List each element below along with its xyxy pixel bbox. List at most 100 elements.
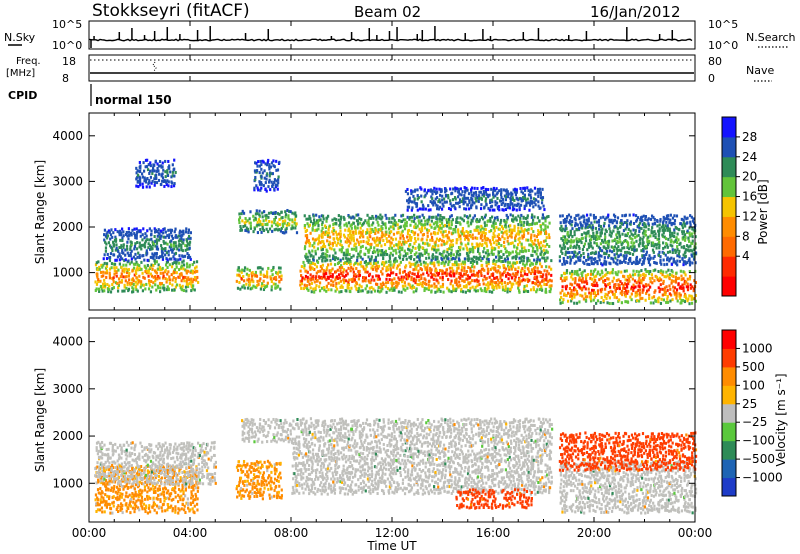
power-cell <box>596 230 599 234</box>
power-cell <box>441 233 444 237</box>
power-cell <box>341 266 344 270</box>
power-cell <box>377 228 380 232</box>
power-cell <box>653 260 656 264</box>
power-cell <box>185 262 189 266</box>
power-cell <box>519 216 522 220</box>
power-cell <box>447 217 451 221</box>
colorbar-swatch <box>722 136 736 158</box>
power-cell <box>333 222 336 226</box>
power-cell <box>637 288 640 292</box>
power-cell <box>252 280 255 284</box>
power-cell <box>320 223 324 227</box>
power-cell <box>155 240 158 244</box>
power-cell <box>162 235 165 239</box>
power-cell <box>604 241 607 245</box>
power-cell <box>659 260 662 264</box>
power-cell <box>523 264 526 268</box>
power-cell <box>676 232 679 236</box>
power-cell <box>445 220 449 224</box>
power-cell <box>679 296 682 300</box>
power-cell <box>601 227 604 231</box>
power-cell <box>349 262 352 266</box>
power-cell <box>482 189 485 193</box>
power-cell <box>236 273 239 277</box>
power-cell <box>388 239 391 243</box>
power-cell <box>435 217 438 221</box>
power-cell <box>635 269 638 273</box>
power-cell <box>490 282 494 286</box>
power-cell <box>455 187 459 191</box>
power-cell <box>285 223 289 227</box>
power-cell <box>545 243 549 247</box>
power-cell <box>188 265 191 269</box>
power-cell <box>403 224 406 228</box>
power-cell <box>518 277 521 281</box>
freq-tick-bottom: 8 <box>62 72 69 85</box>
power-cell <box>135 233 138 237</box>
power-cell <box>405 277 408 281</box>
power-cell <box>594 257 597 261</box>
power-cell <box>411 190 414 194</box>
power-cell <box>680 217 683 221</box>
power-cell <box>413 213 416 217</box>
power-cell <box>390 230 393 234</box>
power-cell <box>339 243 342 247</box>
power-cell <box>516 270 519 274</box>
power-cell <box>429 223 432 227</box>
power-cell <box>165 251 169 255</box>
power-cell <box>641 290 644 294</box>
power-cell <box>268 219 271 223</box>
power-cell <box>394 286 397 290</box>
power-cell <box>430 268 433 272</box>
power-cell <box>329 242 332 246</box>
power-cell <box>431 254 434 258</box>
power-cell <box>241 219 244 223</box>
power-cell <box>397 240 401 244</box>
power-cell <box>620 249 623 253</box>
power-cell <box>638 270 641 274</box>
power-cell <box>262 229 266 233</box>
power-cell <box>618 237 621 241</box>
power-cell <box>530 288 533 292</box>
power-cell <box>358 217 361 221</box>
power-cell <box>277 266 281 270</box>
power-cell <box>598 227 601 231</box>
power-cell <box>133 273 136 277</box>
power-cell <box>397 276 400 280</box>
velocity-cell <box>119 508 122 512</box>
power-cell <box>594 279 597 283</box>
colorbar-swatch <box>722 156 736 178</box>
power-cell <box>399 253 402 257</box>
power-cell <box>608 271 611 275</box>
power-cell <box>154 275 157 279</box>
power-cell <box>672 240 675 244</box>
power-cell <box>335 287 339 291</box>
power-cell <box>347 257 350 261</box>
power-cell <box>583 231 586 235</box>
power-cell <box>513 190 517 194</box>
power-cell <box>413 225 416 229</box>
velocity-cell <box>106 487 109 491</box>
power-cell <box>569 229 572 233</box>
power-cell <box>506 260 510 264</box>
power-cell <box>157 178 161 182</box>
power-cell <box>686 277 689 281</box>
power-cell <box>574 279 577 283</box>
power-cell <box>385 237 388 241</box>
power-cell <box>691 239 694 243</box>
power-cell <box>606 215 610 219</box>
power-cell <box>326 235 330 239</box>
power-cell <box>654 274 657 278</box>
power-cell <box>178 254 181 258</box>
power-cell <box>488 290 491 294</box>
power-cell <box>490 278 493 282</box>
power-cell <box>254 175 257 179</box>
power-cell <box>265 216 268 220</box>
velocity-cell <box>118 488 121 492</box>
power-cell <box>112 253 116 257</box>
power-cell <box>638 293 642 297</box>
power-cell <box>420 229 424 233</box>
power-cell <box>668 221 671 225</box>
power-cell <box>127 227 130 231</box>
power-cell <box>643 275 646 279</box>
